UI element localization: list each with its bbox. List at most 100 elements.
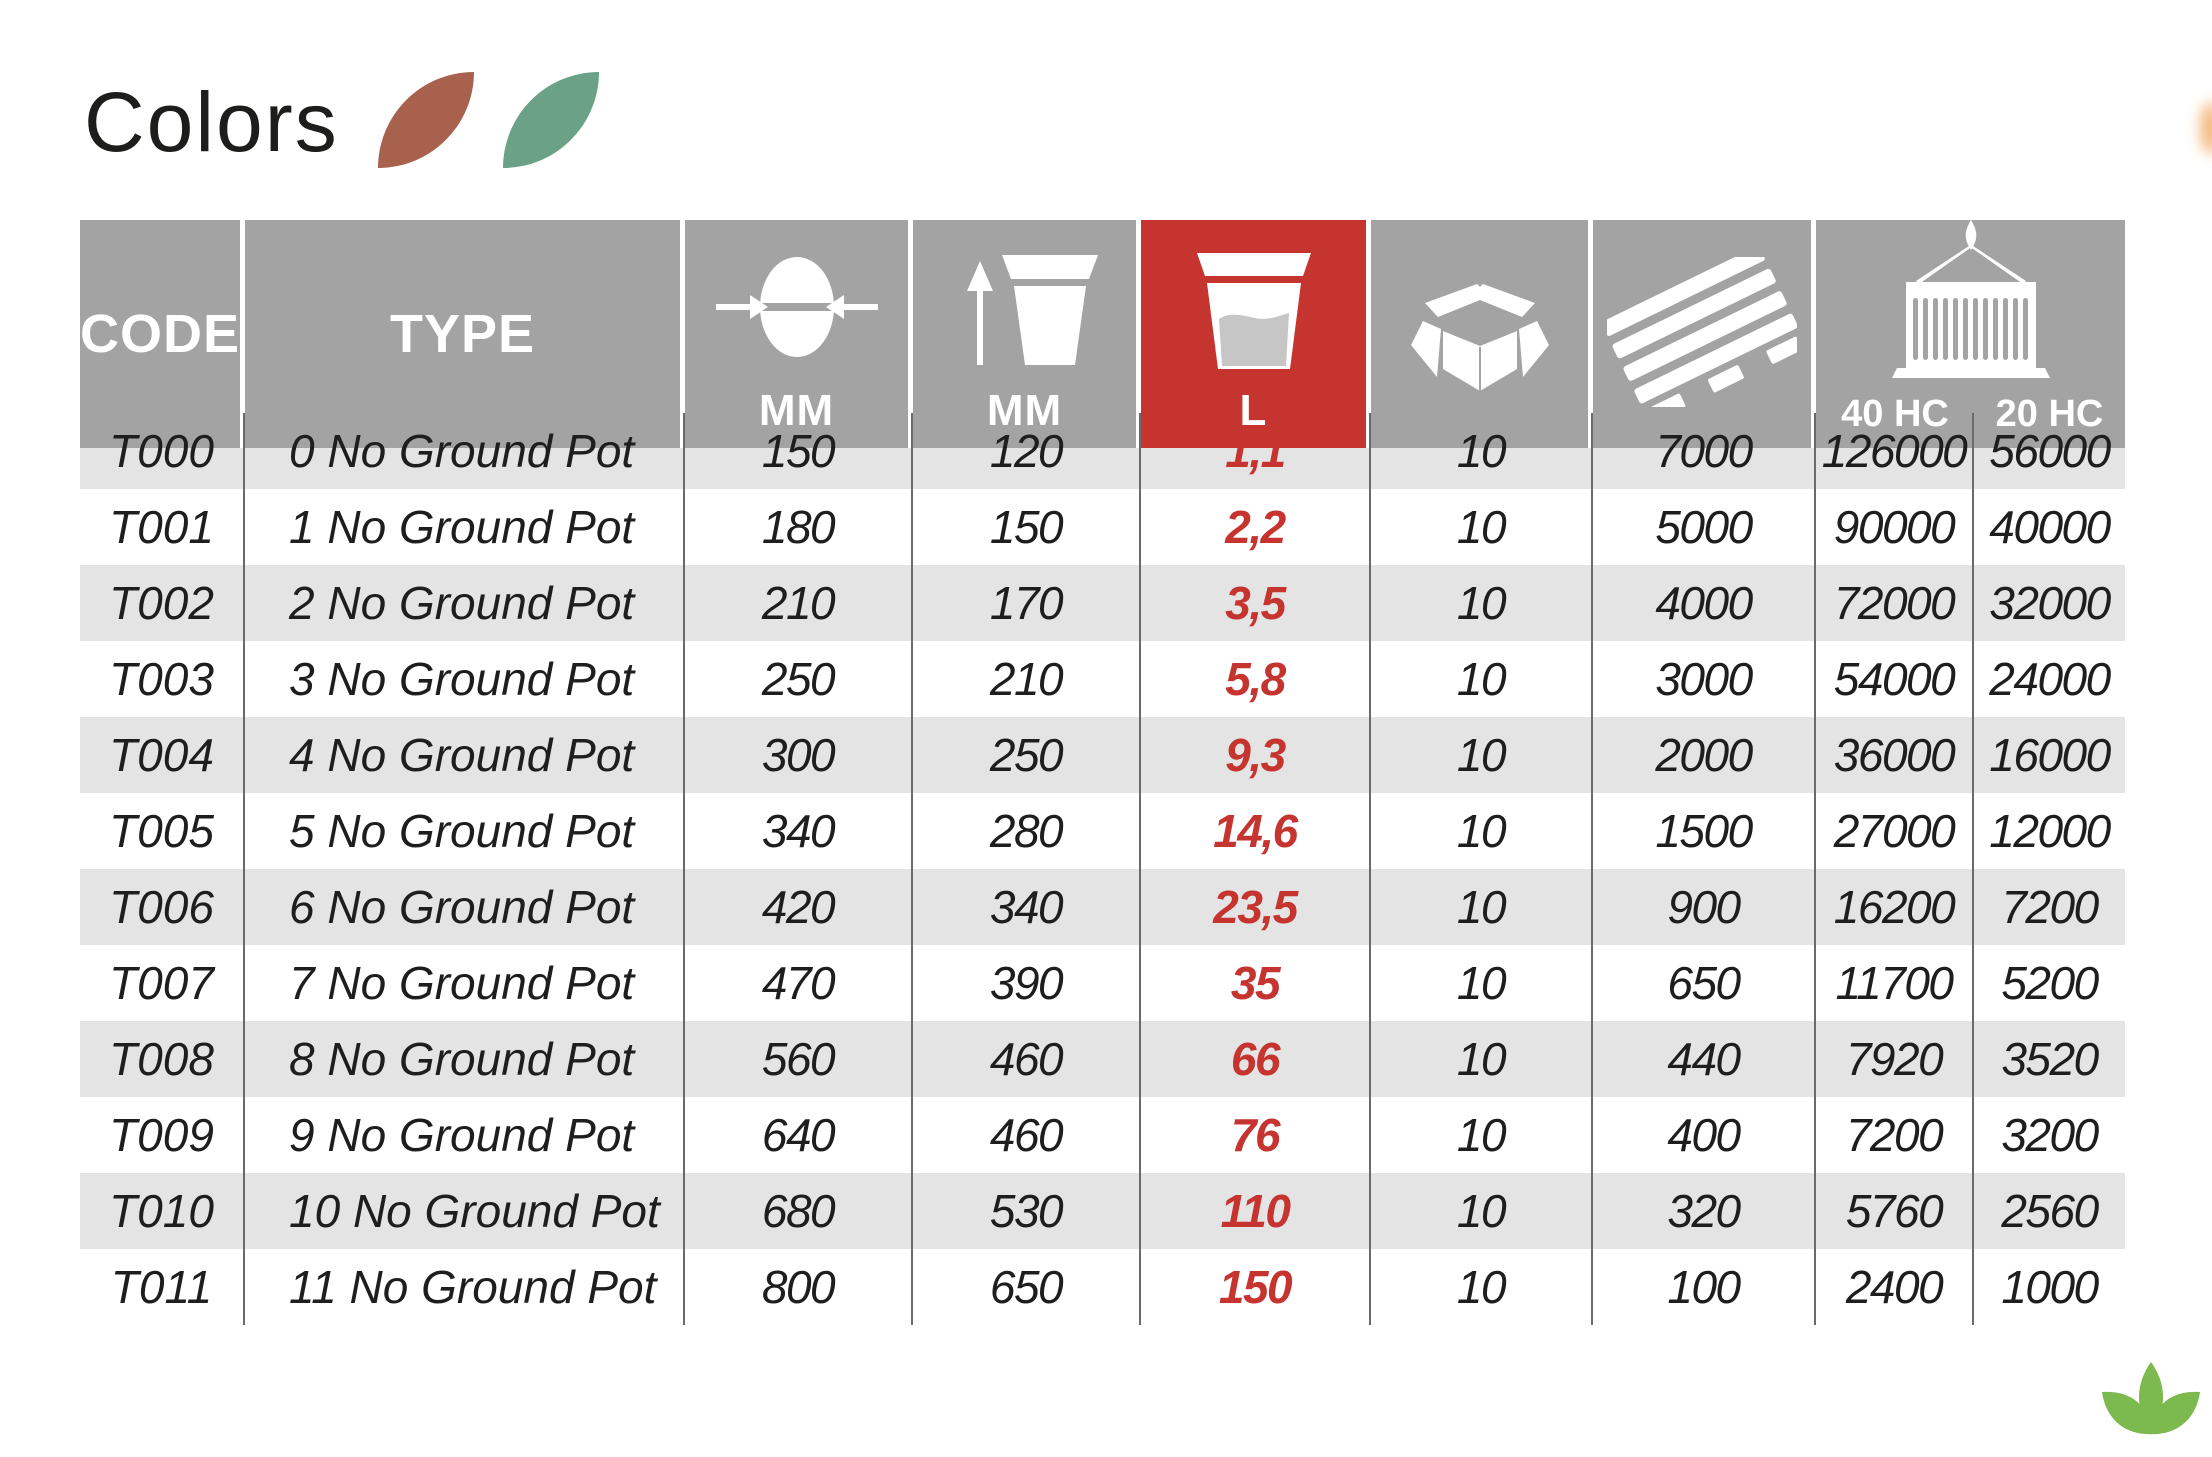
per-pallet-cell: 1500 [1593, 793, 1816, 869]
type-cell: 9 No Ground Pot [245, 1097, 685, 1173]
open-box-icon [1395, 257, 1565, 412]
code-cell: T007 [80, 945, 245, 1021]
volume-unit-label: L [1239, 386, 1268, 435]
per-20hc-cell: 24000 [1989, 653, 2111, 705]
diameter-cell: 680 [685, 1173, 913, 1249]
diameter-cell: 180 [685, 489, 913, 565]
per-pallet-cell: 2000 [1593, 717, 1816, 793]
height-cell: 390 [913, 945, 1141, 1021]
height-cell: 460 [913, 1021, 1141, 1097]
table-row: T006 6 No Ground Pot 420 340 23,5 10 900… [80, 869, 2125, 945]
diameter-cell: 300 [685, 717, 913, 793]
volume-pot-icon [1188, 249, 1320, 386]
header-per-pallet [1593, 220, 1816, 448]
height-cell: 530 [913, 1173, 1141, 1249]
diameter-cell: 420 [685, 869, 913, 945]
type-cell: 7 No Ground Pot [245, 945, 685, 1021]
header-volume: L [1141, 220, 1371, 448]
plant-sprout-icon [2090, 1356, 2212, 1452]
per-20hc-cell: 56000 [1989, 425, 2111, 477]
per-box-cell: 10 [1371, 641, 1593, 717]
container-size-labels: 40 HC 20 HC [1816, 393, 2125, 436]
volume-cell: 9,3 [1141, 717, 1371, 793]
per-40hc-cell: 72000 [1816, 565, 1974, 641]
per-40hc-cell: 7200 [1816, 1097, 1974, 1173]
diameter-unit-label: MM [758, 386, 835, 435]
header-per-container: 40 HC 20 HC [1816, 220, 2125, 448]
type-cell: 6 No Ground Pot [245, 869, 685, 945]
code-cell: T001 [80, 489, 245, 565]
type-cell: 11 No Ground Pot [245, 1249, 685, 1325]
code-cell: T003 [80, 641, 245, 717]
diameter-cell: 470 [685, 945, 913, 1021]
height-cell: 250 [913, 717, 1141, 793]
volume-cell: 35 [1141, 945, 1371, 1021]
code-cell: T000 [80, 413, 245, 489]
container-40hc-label: 40 HC [1841, 393, 1949, 435]
type-cell: 5 No Ground Pot [245, 793, 685, 869]
pallet-icon [1601, 245, 1803, 421]
diameter-cell: 560 [685, 1021, 913, 1097]
per-20hc-cell: 1000 [2001, 1261, 2099, 1313]
per-pallet-cell: 5000 [1593, 489, 1816, 565]
table-row: T010 10 No Ground Pot 680 530 110 10 320… [80, 1173, 2125, 1249]
per-box-cell: 10 [1371, 1097, 1593, 1173]
header-per-box [1371, 220, 1593, 448]
per-pallet-cell: 4000 [1593, 565, 1816, 641]
per-20hc-cell: 32000 [1989, 577, 2111, 629]
page-title: Colors [84, 75, 339, 169]
volume-cell: 14,6 [1141, 793, 1371, 869]
diameter-icon [712, 249, 882, 386]
per-20hc-cell: 40000 [1989, 501, 2111, 553]
per-40hc-cell: 2400 [1816, 1249, 1974, 1325]
height-cell: 210 [913, 641, 1141, 717]
type-cell: 3 No Ground Pot [245, 641, 685, 717]
diameter-cell: 210 [685, 565, 913, 641]
per-box-cell: 10 [1371, 717, 1593, 793]
orange-edge-decoration [2200, 102, 2212, 154]
table-row: T011 11 No Ground Pot 800 650 150 10 100… [80, 1249, 2125, 1325]
table-row: T007 7 No Ground Pot 470 390 35 10 650 1… [80, 945, 2125, 1021]
table-row: T004 4 No Ground Pot 300 250 9,3 10 2000… [80, 717, 2125, 793]
per-20hc-cell: 12000 [1989, 805, 2111, 857]
height-arrow-icon [950, 249, 1100, 386]
type-cell: 8 No Ground Pot [245, 1021, 685, 1097]
header-type: TYPE [245, 220, 685, 448]
table-row: T005 5 No Ground Pot 340 280 14,6 10 150… [80, 793, 2125, 869]
per-40hc-cell: 16200 [1816, 869, 1974, 945]
per-pallet-cell: 400 [1593, 1097, 1816, 1173]
table-row: T002 2 No Ground Pot 210 170 3,5 10 4000… [80, 565, 2125, 641]
per-pallet-cell: 650 [1593, 945, 1816, 1021]
diameter-cell: 800 [685, 1249, 913, 1325]
type-cell: 1 No Ground Pot [245, 489, 685, 565]
type-cell: 4 No Ground Pot [245, 717, 685, 793]
code-cell: T010 [80, 1173, 245, 1249]
code-cell: T008 [80, 1021, 245, 1097]
code-cell: T011 [80, 1249, 245, 1325]
code-header-label: CODE [80, 304, 241, 364]
volume-cell: 76 [1141, 1097, 1371, 1173]
code-cell: T002 [80, 565, 245, 641]
per-box-cell: 10 [1371, 413, 1593, 489]
volume-cell: 150 [1141, 1249, 1371, 1325]
volume-cell: 1,1 [1141, 413, 1371, 489]
per-20hc-cell: 5200 [2001, 957, 2099, 1009]
per-20hc-cell: 3200 [2001, 1109, 2099, 1161]
diameter-cell: 150 [685, 413, 913, 489]
per-pallet-cell: 100 [1593, 1249, 1816, 1325]
diameter-cell: 250 [685, 641, 913, 717]
type-cell: 2 No Ground Pot [245, 565, 685, 641]
per-box-cell: 10 [1371, 945, 1593, 1021]
code-cell: T004 [80, 717, 245, 793]
shipping-container-icon [1861, 220, 2081, 393]
header-code: CODE [80, 220, 245, 448]
height-cell: 460 [913, 1097, 1141, 1173]
per-40hc-cell: 90000 [1816, 489, 1974, 565]
table-row: T003 3 No Ground Pot 250 210 5,8 10 3000… [80, 641, 2125, 717]
table-body: T000 0 No Ground Pot 150 120 1,1 10 7000… [80, 413, 2125, 1325]
per-20hc-cell: 16000 [1989, 729, 2111, 781]
diameter-cell: 340 [685, 793, 913, 869]
volume-cell: 23,5 [1141, 869, 1371, 945]
volume-cell: 5,8 [1141, 641, 1371, 717]
per-pallet-cell: 900 [1593, 869, 1816, 945]
